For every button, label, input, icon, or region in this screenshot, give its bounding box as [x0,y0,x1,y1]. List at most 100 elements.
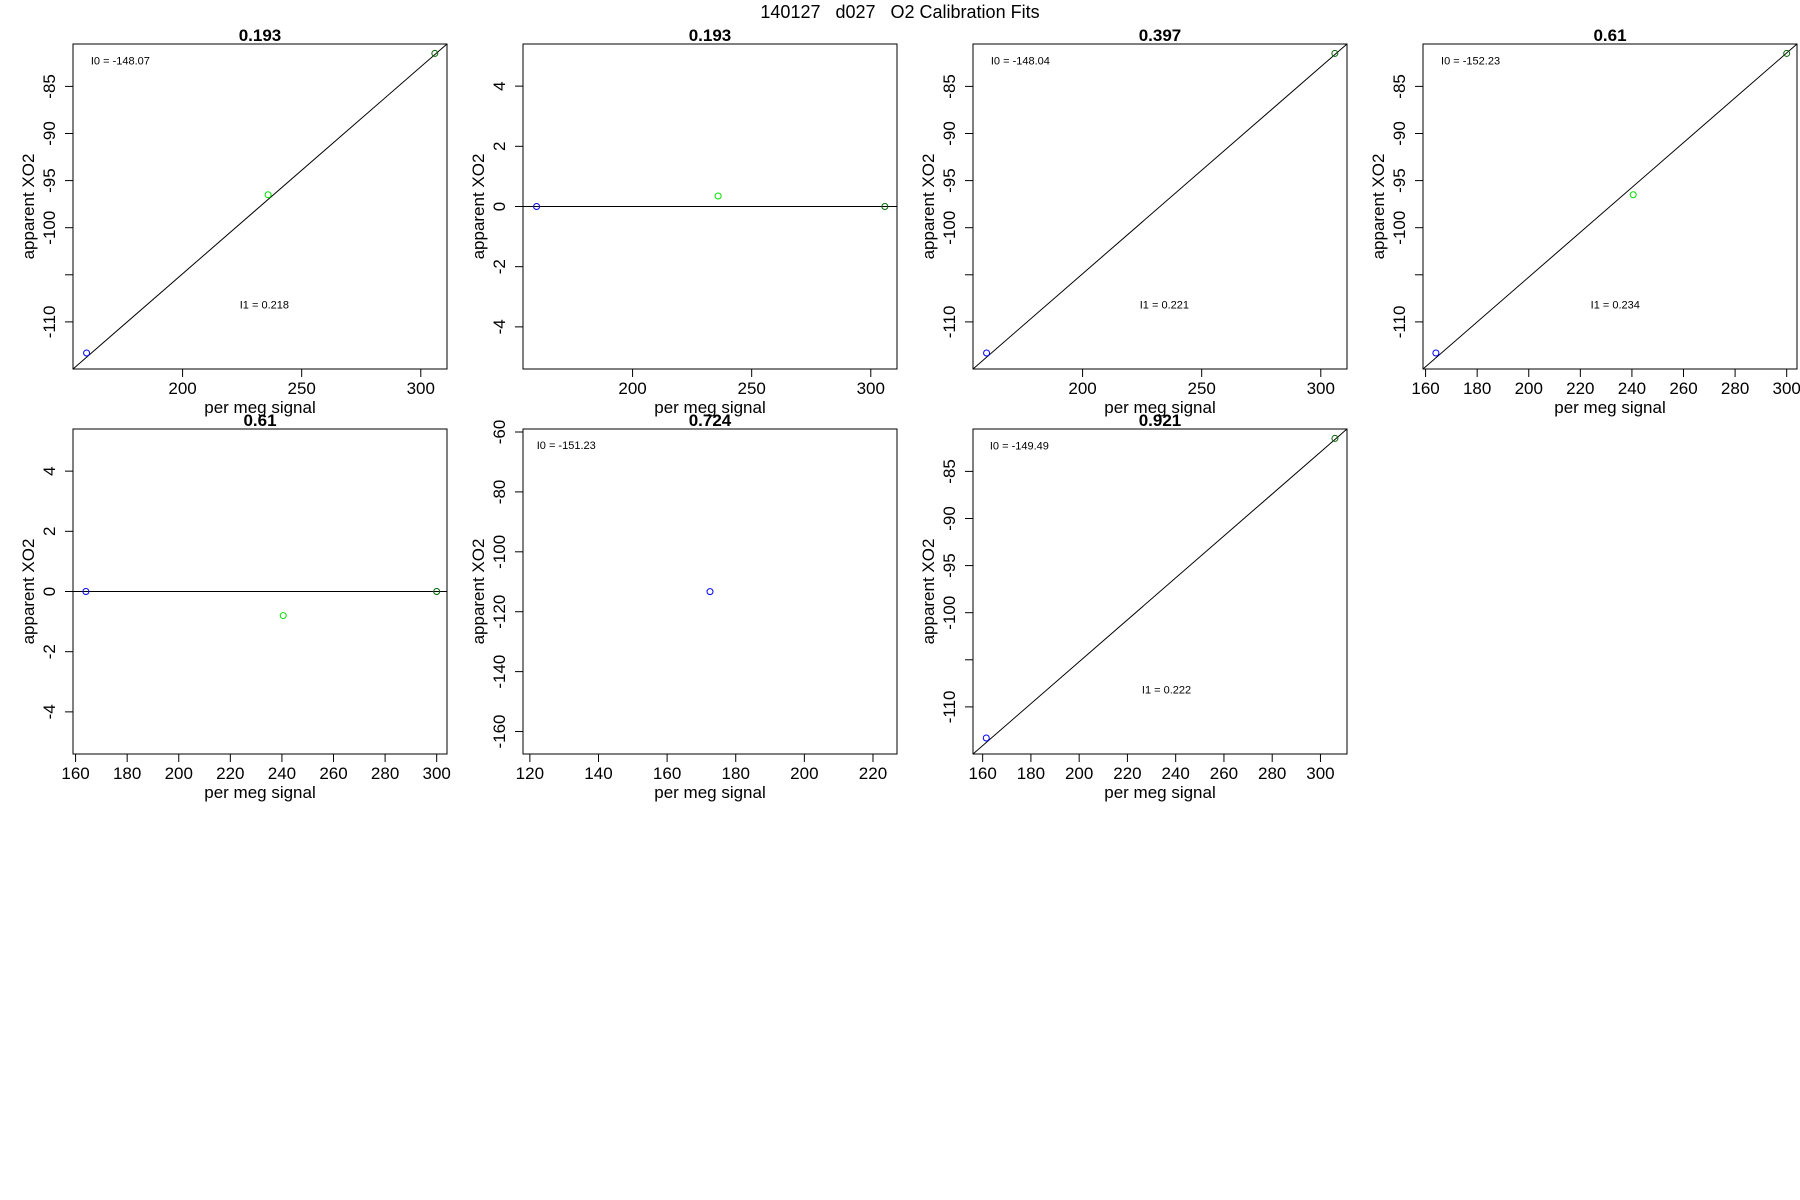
data-point [706,588,714,596]
y-tick-label: -100 [940,211,959,245]
x-tick-label: 220 [1566,379,1594,398]
x-tick-label: 280 [1258,764,1286,783]
data-point [82,588,90,595]
y-tick-label: -90 [940,506,959,531]
data-point [1331,49,1339,57]
plot-area [73,588,447,620]
panel-title: 0.61 [1593,26,1626,45]
fit-line [1423,44,1797,369]
y-tick-label: -4 [40,704,59,719]
y-axis-label: apparent XO2 [469,154,488,260]
x-tick-label: 300 [1306,764,1334,783]
x-tick-label: 300 [857,379,885,398]
data-point [1331,434,1339,442]
x-tick-label: 260 [319,764,347,783]
fit-annotation: I0 = -148.04 [991,56,1050,68]
y-tick-label: -100 [40,211,59,245]
panel-title: 0.397 [1139,26,1182,45]
y-tick-label: 0 [490,202,509,211]
plot-area [1423,44,1797,369]
y-tick-label: -85 [40,74,59,99]
x-tick-label: 240 [268,764,296,783]
data-point [264,191,272,199]
x-tick-label: 220 [216,764,244,783]
panel-plot: 0.921 160 180 200 220 240 260 280 300 -110 -100 -95… [919,411,1348,802]
x-tick-label: 160 [1411,379,1439,398]
x-tick-label: 280 [371,764,399,783]
fit-annotation: I1 = 0.222 [1142,685,1191,697]
panel-title: 0.921 [1139,411,1182,430]
y-axis-label: apparent XO2 [919,539,938,645]
fit-line [973,429,1347,754]
y-tick-label: -85 [940,74,959,99]
calibration-panel: 0.61 160 180 200 220 240 260 280 300 -4 -2 0 2 4 per m… [0,385,451,802]
data-point [983,349,991,357]
y-tick-label: -110 [940,306,959,339]
x-tick-label: 180 [722,764,750,783]
panel-title: 0.724 [689,411,732,430]
panel-title: 0.61 [243,411,276,430]
data-point [982,734,990,742]
plot-area [706,588,714,596]
y-tick-label: -80 [490,480,509,505]
y-tick-label: -90 [1390,121,1409,146]
y-tick-label: -95 [40,168,59,193]
x-tick-label: 160 [968,764,996,783]
calibration-panel: 0.61 160 180 200 220 240 260 280 300 -110 -100 -95 -… [1350,0,1800,417]
plot-area [973,44,1347,369]
y-tick-label: -110 [1390,306,1409,339]
plot-area [973,429,1347,754]
panel-plot: 0.193 200 250 300 -110 -100 -95 -90 -85 per meg s… [19,26,448,417]
y-tick-label: 2 [40,527,59,536]
y-tick-label: -90 [940,121,959,146]
x-tick-label: 300 [1307,379,1335,398]
x-tick-label: 240 [1618,379,1646,398]
y-tick-label: -110 [940,691,959,724]
x-axis-label: per meg signal [1554,398,1666,417]
y-tick-label: -85 [1390,74,1409,99]
y-tick-label: -95 [940,168,959,193]
x-tick-label: 260 [1669,379,1697,398]
plot-area [523,192,897,210]
plot-frame [522,428,898,755]
panel-title: 0.193 [689,26,732,45]
panel-plot: 0.724 120 140 160 180 200 220 -160 -140 -120 -100 -… [469,411,898,802]
x-axis-label: per meg signal [654,783,766,802]
x-tick-label: 180 [113,764,141,783]
calibration-panel: 0.193 200 250 300 -4 -2 0 2 4 per meg signal appar… [450,0,900,417]
calibration-panel: 0.193 200 250 300 -110 -100 -95 -90 -85 per meg s… [0,0,450,417]
x-tick-label: 250 [288,379,316,398]
calibration-panel: 0.397 200 250 300 -110 -100 -95 -90 -85 per meg s… [900,0,1350,417]
data-point [1783,49,1791,57]
x-tick-label: 200 [618,379,646,398]
x-tick-label: 240 [1161,764,1189,783]
data-point [533,203,541,210]
x-tick-label: 250 [738,379,766,398]
plot-frame [972,43,1348,370]
y-axis-label: apparent XO2 [19,154,38,260]
y-axis-label: apparent XO2 [919,154,938,260]
x-tick-label: 200 [165,764,193,783]
y-tick-label: -4 [490,319,509,334]
fit-line [73,44,447,369]
x-tick-label: 200 [1068,379,1096,398]
calibration-panel: 0.921 160 180 200 220 240 260 280 300 -110 -100 -95… [900,385,1350,802]
x-tick-label: 220 [1113,764,1141,783]
y-tick-label: 4 [490,81,509,90]
fit-annotation: I0 = -148.07 [91,56,150,68]
y-tick-label: 0 [40,587,59,596]
y-tick-label: -110 [40,306,59,339]
y-tick-label: -120 [490,595,509,629]
plot-frame [972,428,1348,755]
data-point [83,349,91,357]
y-tick-label: -100 [940,596,959,630]
fit-annotation: I0 = -151.23 [537,440,596,452]
x-tick-label: 200 [1515,379,1543,398]
panel-plot: 0.61 160 180 200 220 240 260 280 300 -110 -100 -95 -… [1369,26,1800,417]
x-tick-label: 250 [1188,379,1216,398]
data-point [431,49,439,57]
calibration-panel: 0.724 120 140 160 180 200 220 -160 -140 -120 -100 -… [450,385,900,802]
y-tick-label: -140 [490,655,509,689]
x-tick-label: 200 [1065,764,1093,783]
